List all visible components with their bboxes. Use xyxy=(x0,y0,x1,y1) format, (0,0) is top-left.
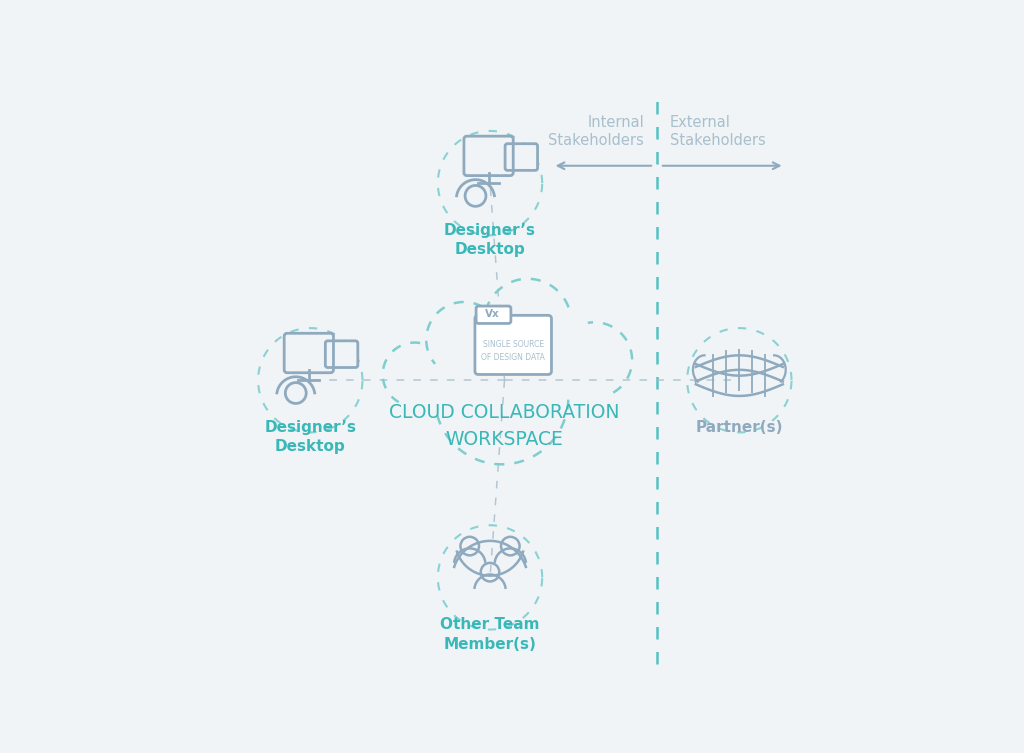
Text: Designer’s
Desktop: Designer’s Desktop xyxy=(444,223,536,258)
Text: Partner(s): Partner(s) xyxy=(695,419,783,434)
Text: Other Team
Member(s): Other Team Member(s) xyxy=(440,617,540,651)
Text: Designer’s
Desktop: Designer’s Desktop xyxy=(264,419,356,455)
FancyBboxPatch shape xyxy=(505,144,538,170)
FancyBboxPatch shape xyxy=(326,341,357,367)
FancyBboxPatch shape xyxy=(475,316,552,374)
Text: Internal
Stakeholders: Internal Stakeholders xyxy=(549,114,644,148)
Text: External
Stakeholders: External Stakeholders xyxy=(670,114,766,148)
Text: SINGLE SOURCE
OF DESIGN DATA: SINGLE SOURCE OF DESIGN DATA xyxy=(481,340,545,362)
FancyBboxPatch shape xyxy=(476,306,511,324)
Text: Vx: Vx xyxy=(484,309,500,319)
Text: CLOUD COLLABORATION
WORKSPACE: CLOUD COLLABORATION WORKSPACE xyxy=(389,404,620,449)
